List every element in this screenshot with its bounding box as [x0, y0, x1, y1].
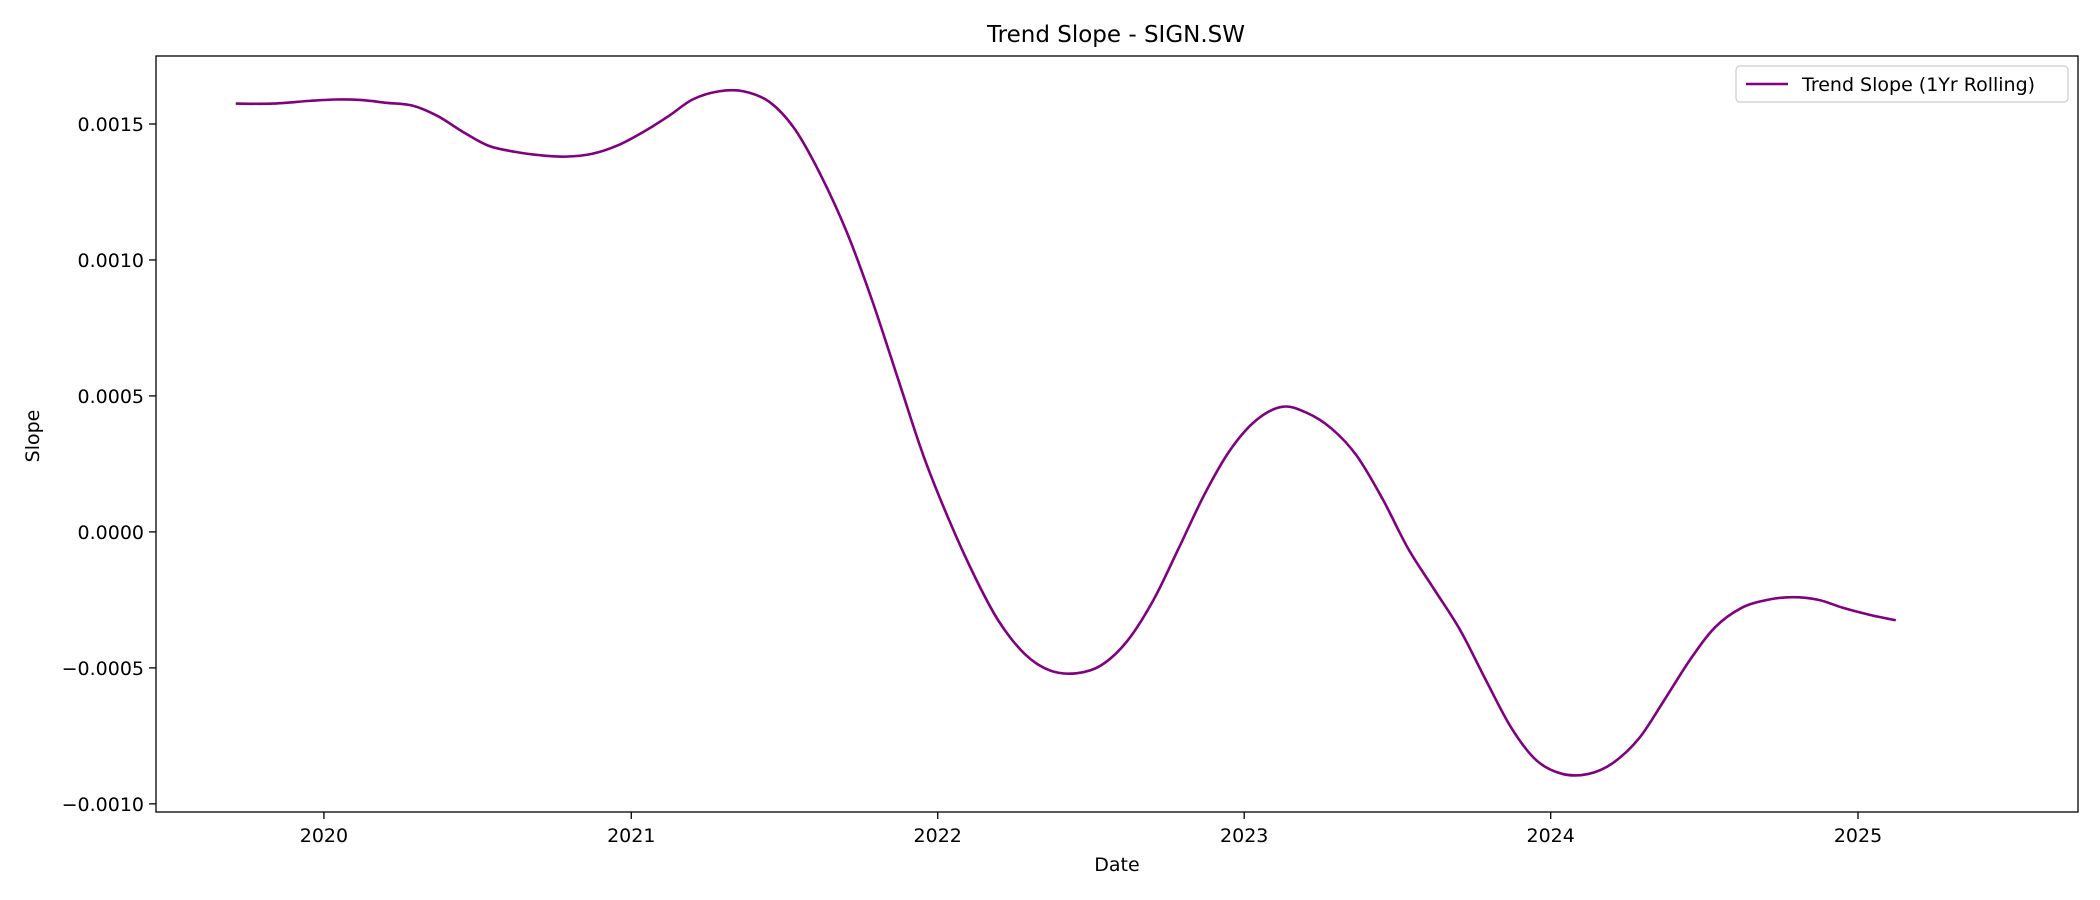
legend: Trend Slope (1Yr Rolling) — [1735, 65, 2069, 103]
y-tick-label: 0.0005 — [78, 386, 144, 408]
x-tick-label: 2021 — [607, 825, 655, 847]
x-tick-label: 2023 — [1220, 825, 1268, 847]
y-tick-label: −0.0010 — [62, 794, 144, 816]
x-tick-label: 2020 — [300, 825, 348, 847]
y-axis-label: Slope — [22, 410, 44, 463]
x-tick-label: 2025 — [1834, 825, 1882, 847]
y-axis: 0.0015 0.0010 0.0005 0.0000 −0.0005 −0.0010 — [62, 114, 156, 816]
x-tick-label: 2024 — [1527, 825, 1575, 847]
y-tick-label: −0.0005 — [62, 658, 144, 680]
series-line-trend-slope — [235, 88, 1897, 777]
y-tick-label: 0.0015 — [78, 114, 144, 136]
chart-title: Trend Slope - SIGN.SW — [986, 22, 1245, 48]
x-axis-label: Date — [1094, 854, 1139, 876]
plot-frame — [155, 55, 2079, 813]
y-tick-label: 0.0010 — [78, 250, 144, 272]
legend-box — [1735, 65, 2069, 103]
legend-label: Trend Slope (1Yr Rolling) — [1801, 74, 2035, 96]
x-tick-label: 2022 — [914, 825, 962, 847]
series-layer — [235, 88, 1897, 777]
x-axis: 2020 2021 2022 2023 2024 2025 — [300, 812, 1882, 847]
y-tick-label: 0.0000 — [78, 522, 144, 544]
